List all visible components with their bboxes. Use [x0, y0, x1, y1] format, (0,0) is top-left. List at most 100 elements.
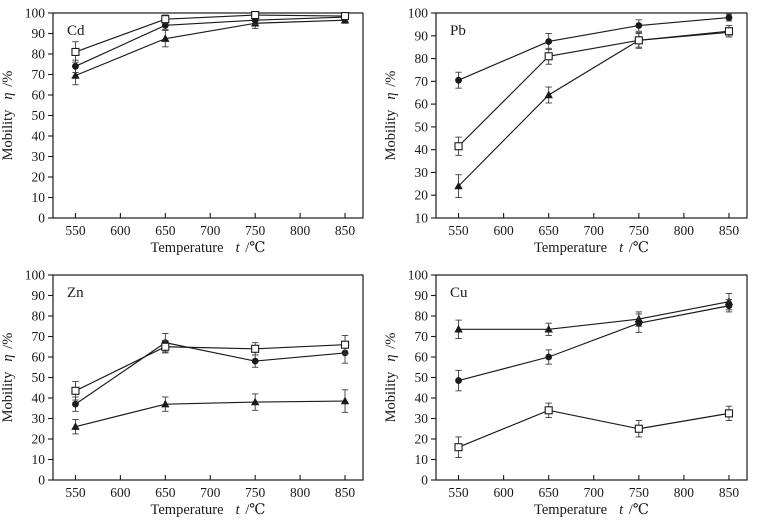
series-filled-circle: [72, 13, 349, 73]
x-tick-label: 750: [629, 485, 650, 500]
filled-circle-marker: [545, 38, 553, 45]
open-square-marker: [724, 409, 734, 418]
x-axis-title: Temperature t /℃: [151, 240, 266, 256]
y-tick-label: 40: [415, 391, 429, 406]
series-line: [75, 342, 346, 405]
x-tick-label: 650: [155, 485, 176, 500]
filled-circle-marker: [725, 14, 733, 21]
y-tick-label: 100: [25, 268, 46, 283]
y-tick-label: 40: [415, 142, 429, 157]
y-tick-label: 0: [38, 473, 45, 488]
series-line: [458, 409, 730, 448]
y-tick-label: 60: [32, 88, 46, 103]
open-square-marker: [71, 386, 80, 395]
x-tick-label: 650: [539, 223, 560, 238]
series-line: [458, 301, 730, 330]
x-tick-label: 600: [493, 223, 514, 238]
x-tick-label: 650: [155, 223, 176, 238]
x-axis: 550 600 650 700 750 800 850: [448, 475, 739, 500]
x-axis-title: Temperature t /℃: [534, 240, 649, 256]
x-tick-label: 850: [719, 223, 740, 238]
x-tick-label: 800: [290, 485, 311, 500]
y-tick-label: 40: [32, 129, 46, 144]
y-tick-label: 60: [415, 350, 429, 365]
x-axis-title: Temperature t /℃: [534, 502, 649, 518]
y-tick-label: 20: [415, 432, 429, 447]
y-axis: 0 10 20 30 40 50 60 70 80 90 100: [25, 268, 53, 488]
series-line: [75, 19, 346, 77]
x-tick-label: 800: [674, 485, 695, 500]
x-axis: 550 600 650 700 750 800 850: [448, 213, 739, 238]
open-square-marker: [724, 27, 734, 36]
open-square-marker: [544, 406, 553, 415]
filled-triangle-marker: [454, 181, 463, 190]
y-axis-title: Mobilityη /%: [0, 71, 16, 161]
y-tick-label: 60: [415, 97, 429, 112]
y-tick-label: 0: [38, 211, 45, 226]
series-filled-circle: [72, 332, 349, 412]
x-tick-label: 850: [719, 485, 740, 500]
filled-circle-marker: [72, 400, 79, 408]
open-square-marker: [340, 12, 350, 21]
filled-circle-marker: [455, 76, 462, 84]
y-tick-label: 90: [415, 288, 429, 303]
filled-circle-marker: [455, 377, 462, 384]
series-open-square: [454, 25, 734, 156]
x-tick-label: 600: [493, 485, 514, 500]
series-line: [458, 30, 730, 147]
x-tick-label: 700: [200, 485, 221, 500]
x-tick-label: 750: [629, 223, 650, 238]
y-tick-label: 10: [32, 452, 46, 467]
filled-triangle-marker: [71, 422, 80, 430]
y-tick-label: 70: [32, 329, 46, 344]
y-tick-label: 100: [408, 268, 429, 283]
x-tick-label: 600: [110, 223, 131, 238]
series-filled-triangle: [71, 389, 350, 435]
panel-label: Cd: [67, 23, 85, 39]
chart-pb: 10 20 30 40 50 60 70 80 90 100 550 600 650 700 750 800 8…: [383, 6, 748, 256]
series-open-square: [71, 11, 350, 63]
y-axis-title: Mobilityη /%: [383, 333, 399, 423]
y-axis: 10 20 30 40 50 60 70 80 90 100: [408, 6, 436, 226]
series-line: [75, 400, 346, 428]
chart-cd: 0 10 20 30 40 50 60 70 80 90 100 550 600 650 700 750 800…: [0, 6, 364, 256]
filled-circle-marker: [635, 22, 643, 29]
y-tick-label: 90: [32, 288, 46, 303]
y-tick-label: 80: [415, 51, 429, 66]
filled-triangle-marker: [544, 324, 553, 333]
x-tick-label: 850: [335, 485, 356, 500]
chart-zn: 0 10 20 30 40 50 60 70 80 90 100 550 600 650 700 750 800…: [0, 268, 364, 518]
y-tick-label: 50: [415, 370, 429, 385]
y-axis-title: Mobilityη /%: [0, 333, 16, 423]
x-tick-label: 550: [448, 485, 469, 500]
series-filled-triangle: [454, 27, 734, 198]
series-line: [458, 305, 730, 382]
chart-cu: 0 10 20 30 40 50 60 70 80 90 100 550 600 650 700 750 800…: [383, 268, 748, 518]
y-tick-label: 30: [415, 165, 429, 180]
y-axis: 0 10 20 30 40 50 60 70 80 90 100: [408, 268, 436, 488]
y-tick-label: 20: [415, 188, 429, 203]
open-square-marker: [251, 344, 260, 353]
y-tick-label: 50: [32, 108, 46, 123]
y-tick-label: 80: [32, 47, 46, 62]
x-tick-label: 700: [584, 485, 605, 500]
y-tick-label: 10: [32, 190, 46, 205]
series-line: [75, 344, 346, 392]
series-line: [75, 16, 346, 67]
y-tick-label: 70: [415, 329, 429, 344]
series-line: [458, 16, 730, 81]
filled-triangle-marker: [340, 396, 350, 405]
series-line: [75, 14, 346, 53]
open-square-marker: [340, 340, 350, 349]
y-tick-label: 90: [32, 26, 46, 41]
filled-circle-marker: [72, 62, 79, 70]
filled-triangle-marker: [544, 90, 553, 99]
series-open-square: [71, 335, 350, 401]
y-tick-label: 20: [32, 170, 46, 185]
filled-circle-marker: [635, 319, 643, 327]
x-axis: 550 600 650 700 750 800 850: [65, 213, 355, 238]
plot-frame: [435, 274, 748, 481]
x-tick-label: 600: [110, 485, 131, 500]
filled-circle-marker: [545, 353, 553, 361]
y-tick-label: 30: [32, 149, 46, 164]
